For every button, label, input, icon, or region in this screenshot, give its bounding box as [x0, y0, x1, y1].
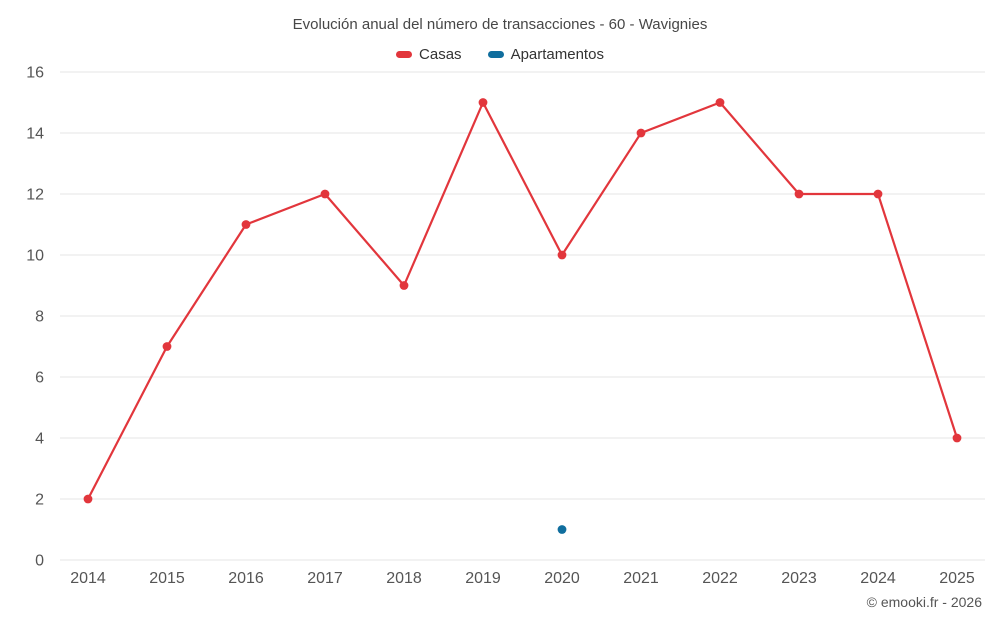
data-point-casas-2023[interactable] — [794, 189, 804, 199]
data-point-casas-2015[interactable] — [162, 342, 172, 351]
casas-swatch-icon — [396, 51, 413, 58]
x-axis-tick-label: 2024 — [860, 570, 896, 587]
x-axis-tick-label: 2018 — [386, 570, 422, 587]
series-line-casas — [86, 101, 959, 501]
data-point-casas-2019[interactable] — [478, 98, 488, 107]
y-axis-tick-label: 16 — [26, 65, 44, 82]
x-axis-tick-label: 2021 — [623, 570, 659, 587]
chart-legend: Casas Apartamentos — [0, 46, 1000, 63]
x-axis-tick-label: 2014 — [70, 570, 106, 587]
legend-item-casas[interactable]: Casas — [396, 46, 462, 63]
data-point-casas-2017[interactable] — [320, 189, 330, 199]
x-axis-tick-label: 2025 — [939, 570, 975, 587]
x-axis-tick-label: 2015 — [149, 570, 185, 587]
data-point-casas-2018[interactable] — [399, 281, 409, 290]
x-axis-tick-label: 2020 — [544, 570, 580, 587]
y-axis-tick-label: 10 — [26, 248, 44, 265]
data-point-casas-2024[interactable] — [873, 189, 883, 199]
x-axis-tick-label: 2022 — [702, 570, 738, 587]
y-axis-tick-label: 14 — [26, 126, 44, 143]
y-axis-tick-label: 12 — [26, 187, 44, 204]
x-axis-tick-label: 2017 — [307, 570, 343, 587]
chart-title: Evolución anual del número de transaccio… — [292, 16, 708, 33]
data-point-casas-2025[interactable] — [952, 433, 962, 443]
copyright: © emooki.fr - 2026 — [866, 594, 982, 610]
x-axis-tick-label: 2023 — [781, 570, 817, 587]
y-axis-tick-label: 8 — [35, 309, 44, 326]
data-point-casas-2014[interactable] — [83, 494, 93, 504]
data-point-apartamentos-2020[interactable] — [557, 525, 567, 534]
y-axis-tick-label: 0 — [35, 553, 44, 570]
y-axis-tick-label: 6 — [35, 370, 44, 387]
y-axis-tick-label: 2 — [35, 492, 44, 509]
data-point-casas-2020[interactable] — [557, 250, 567, 260]
legend-item-apartamentos[interactable]: Apartamentos — [487, 46, 604, 63]
y-axis-tick-label: 4 — [35, 431, 44, 448]
x-axis-tick-label: 2016 — [228, 570, 264, 587]
x-axis-tick-label: 2019 — [465, 570, 501, 587]
legend-label-apartamentos: Apartamentos — [510, 46, 604, 63]
data-point-casas-2016[interactable] — [241, 220, 251, 229]
legend-label-casas: Casas — [419, 46, 462, 63]
apartamentos-swatch-icon — [487, 51, 504, 58]
data-point-casas-2021[interactable] — [636, 128, 646, 138]
data-point-casas-2022[interactable] — [715, 98, 725, 107]
